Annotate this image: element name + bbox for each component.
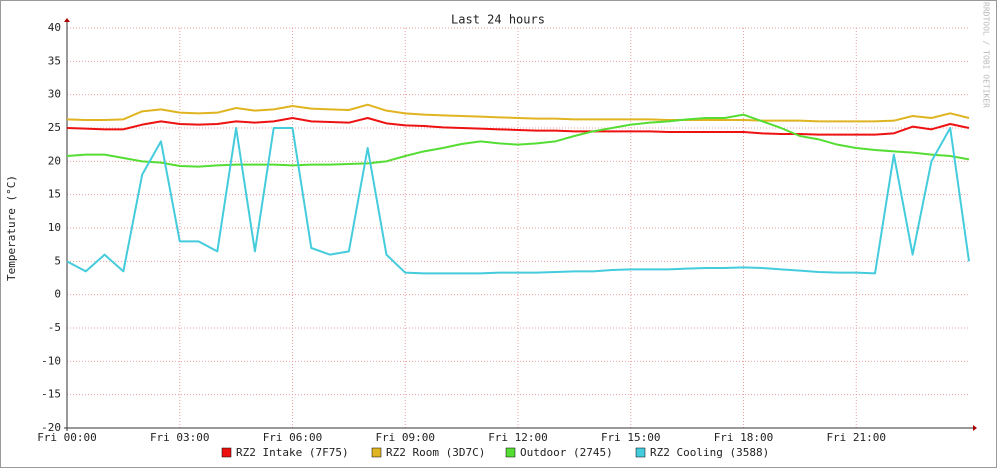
series-line: [66, 127, 970, 275]
chart-title: Last 24 hours: [451, 13, 545, 27]
y-tick-label: -20: [41, 421, 61, 434]
legend-label: Outdoor (2745): [520, 446, 613, 459]
side-note: RRDTOOL / TOBI OETIKER: [982, 2, 991, 108]
y-axis-label: Temperature (°C): [5, 175, 18, 281]
y-tick-label: 35: [48, 54, 61, 67]
x-tick-label: Fri 03:00: [150, 431, 210, 444]
y-tick-label: 5: [54, 254, 61, 267]
y-tick-label: 25: [48, 121, 61, 134]
x-tick-label: Fri 15:00: [601, 431, 661, 444]
y-tick-label: 20: [48, 154, 61, 167]
axis-arrow: [973, 425, 977, 431]
x-tick-label: Fri 18:00: [714, 431, 774, 444]
y-tick-label: -5: [48, 321, 61, 334]
series-line: [66, 117, 970, 136]
y-tick-label: 0: [54, 288, 61, 301]
x-tick-label: Fri 06:00: [263, 431, 323, 444]
legend-label: RZ2 Cooling (3588): [650, 446, 769, 459]
legend-label: RZ2 Intake (7F75): [236, 446, 349, 459]
series-line: [66, 113, 970, 168]
y-tick-label: -10: [41, 354, 61, 367]
y-tick-label: 10: [48, 221, 61, 234]
series-line: [66, 103, 970, 123]
x-tick-label: Fri 09:00: [375, 431, 435, 444]
y-tick-label: 40: [48, 21, 61, 34]
x-tick-label: Fri 00:00: [37, 431, 97, 444]
x-tick-label: Fri 12:00: [488, 431, 548, 444]
y-tick-label: -15: [41, 388, 61, 401]
y-tick-label: 30: [48, 88, 61, 101]
legend-swatch: [635, 447, 646, 458]
legend-swatch: [371, 447, 382, 458]
legend-label: RZ2 Room (3D7C): [386, 446, 485, 459]
axis-arrow: [64, 18, 70, 22]
x-tick-label: Fri 21:00: [826, 431, 886, 444]
legend-swatch: [505, 447, 516, 458]
legend-swatch: [221, 447, 232, 458]
y-tick-label: 15: [48, 188, 61, 201]
